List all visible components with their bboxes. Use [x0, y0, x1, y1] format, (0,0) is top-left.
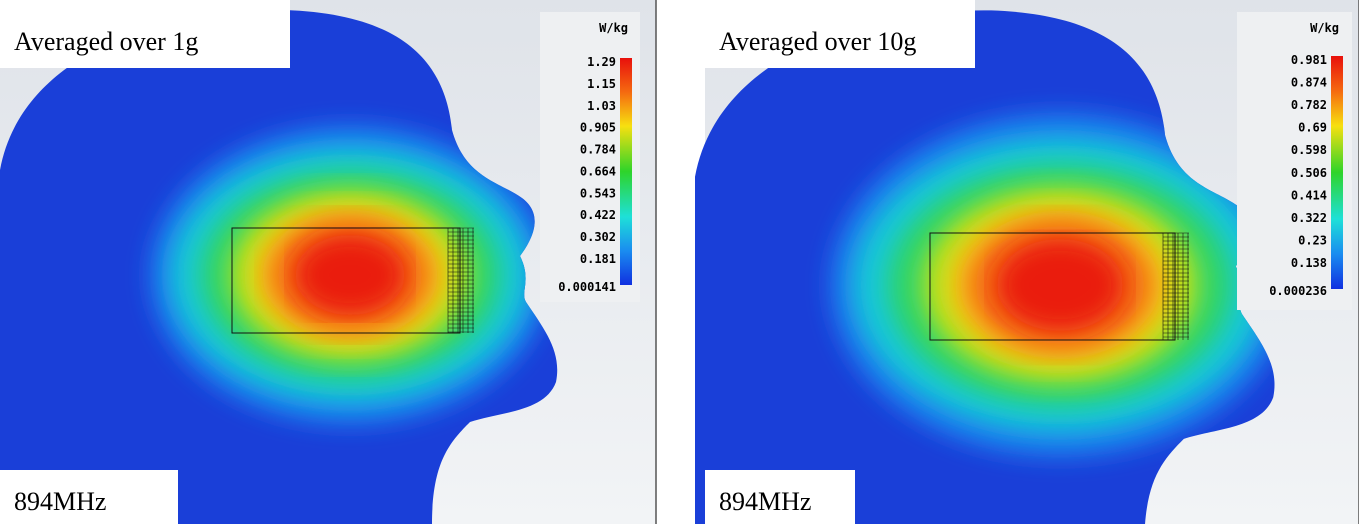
phone-mesh — [1162, 232, 1189, 340]
heat-contour — [295, 235, 405, 315]
scale-label: 1.15 — [587, 77, 616, 91]
phone-outline — [231, 227, 461, 334]
scale-label: 0.181 — [580, 252, 616, 266]
scale-label: 0.543 — [580, 186, 616, 200]
scale-label: 0.981 — [1291, 53, 1327, 67]
scale-label: 0.322 — [1291, 211, 1327, 225]
scale-label: 0.874 — [1291, 76, 1327, 90]
frequency: 894MHz — [719, 487, 811, 516]
scale-label: 0.664 — [580, 164, 616, 178]
heat-map — [830, 112, 1275, 458]
legend-unit: W/kg — [599, 21, 628, 35]
scale-label: 0.000236 — [1269, 284, 1327, 298]
color-bar — [1331, 56, 1343, 289]
heat-map — [150, 125, 550, 425]
scale-label: 0.000141 — [558, 280, 616, 294]
scale-label: 1.29 — [587, 55, 616, 69]
scale-label: 0.506 — [1291, 166, 1327, 180]
caption: Averaged over 1g — [14, 27, 198, 56]
scale-label: 0.69 — [1298, 121, 1327, 135]
legend-unit: W/kg — [1310, 21, 1339, 35]
scale-label: 0.782 — [1291, 98, 1327, 112]
frequency-box — [705, 470, 855, 524]
phone-outline — [929, 232, 1176, 341]
scale-label: 0.302 — [580, 230, 616, 244]
scale-label: 0.422 — [580, 208, 616, 222]
scale-label: 0.138 — [1291, 256, 1327, 270]
frequency: 894MHz — [14, 487, 106, 516]
color-bar — [620, 58, 632, 285]
scale-label: 0.598 — [1291, 143, 1327, 157]
scale-label: 0.414 — [1291, 188, 1327, 202]
phone-mesh — [447, 227, 474, 333]
frequency-box — [0, 470, 178, 524]
panel: W/kg 0.981 0.874 0.782 0.69 0.598 0.506 0.414 0.… — [695, 0, 1359, 524]
scale-label: 0.905 — [580, 121, 616, 135]
caption-box — [705, 0, 975, 68]
scale-label: 0.23 — [1298, 233, 1327, 247]
panel: W/kg 1.29 1.15 1.03 0.905 0.784 0.664 0.543 0.42… — [0, 0, 657, 524]
scale-label: 0.784 — [580, 143, 616, 157]
caption: Averaged over 10g — [719, 27, 916, 56]
scale-label: 1.03 — [587, 99, 616, 113]
caption-box — [0, 0, 290, 68]
heat-contour — [996, 239, 1124, 331]
